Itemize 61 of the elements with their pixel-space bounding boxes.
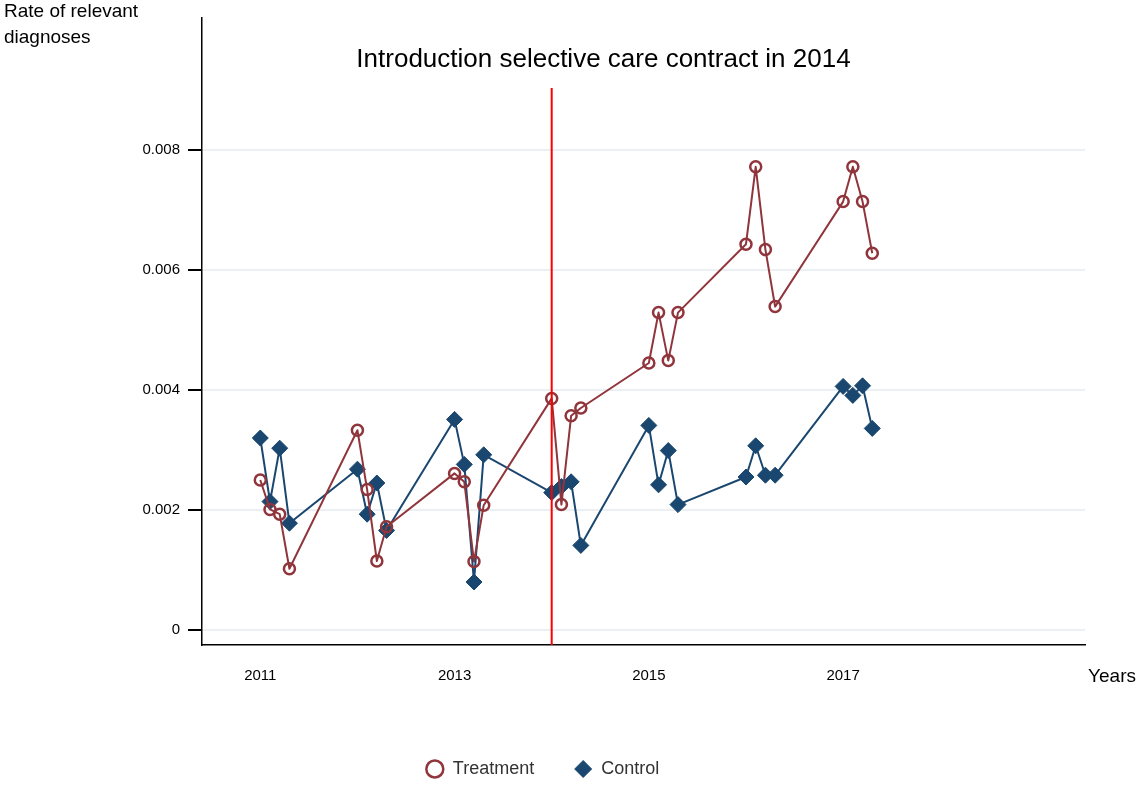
point xyxy=(768,299,782,314)
point xyxy=(350,423,365,437)
x-axis-title: Years xyxy=(1088,665,1136,687)
x-tick-label: 2013 xyxy=(437,666,472,684)
y-axis-title: Rate of relevant diagnoses xyxy=(4,0,139,47)
point xyxy=(447,466,462,481)
point xyxy=(651,305,666,320)
point xyxy=(272,507,287,521)
point xyxy=(465,573,483,591)
legend-label: Treatment xyxy=(452,757,535,778)
point xyxy=(457,475,472,489)
point xyxy=(863,419,881,437)
y-tick-label: 0 xyxy=(171,620,180,638)
point xyxy=(846,160,860,174)
point xyxy=(855,194,870,209)
point xyxy=(476,498,491,512)
point xyxy=(669,496,687,514)
x-tick-label: 2017 xyxy=(826,666,860,684)
point xyxy=(360,482,374,497)
point xyxy=(446,410,464,428)
x-tick-label: 2015 xyxy=(632,666,666,684)
point xyxy=(661,353,676,368)
point xyxy=(574,401,588,415)
y-tick-label: 0.006 xyxy=(142,260,180,278)
point xyxy=(348,460,366,478)
point xyxy=(455,455,473,473)
point xyxy=(650,476,668,494)
point xyxy=(475,446,493,464)
point xyxy=(253,473,268,487)
point xyxy=(758,242,773,257)
point xyxy=(271,439,289,457)
point xyxy=(854,377,872,395)
point xyxy=(844,386,862,404)
text: Introduction selective care contract in 2014 xyxy=(356,43,851,74)
legend-label: Control xyxy=(601,757,660,778)
point xyxy=(379,520,394,534)
point xyxy=(370,554,384,568)
point xyxy=(836,194,850,209)
point xyxy=(747,437,765,455)
point xyxy=(748,160,763,174)
y-tick-label: 0.008 xyxy=(142,140,180,158)
point xyxy=(739,237,753,251)
point xyxy=(572,536,590,554)
x-tick-label: 2011 xyxy=(244,666,277,684)
point xyxy=(671,305,685,320)
point xyxy=(564,409,578,423)
point xyxy=(737,468,755,486)
point xyxy=(368,474,386,492)
point xyxy=(467,554,481,569)
point xyxy=(282,562,297,576)
point xyxy=(865,246,880,260)
point xyxy=(642,356,656,370)
point xyxy=(640,416,658,434)
point xyxy=(554,497,569,512)
point xyxy=(659,442,677,460)
point xyxy=(834,377,852,395)
point xyxy=(280,514,298,532)
point xyxy=(251,429,269,447)
point xyxy=(263,502,277,517)
y-tick-label: 0.004 xyxy=(142,380,180,398)
y-tick-label: 0.002 xyxy=(142,500,180,518)
